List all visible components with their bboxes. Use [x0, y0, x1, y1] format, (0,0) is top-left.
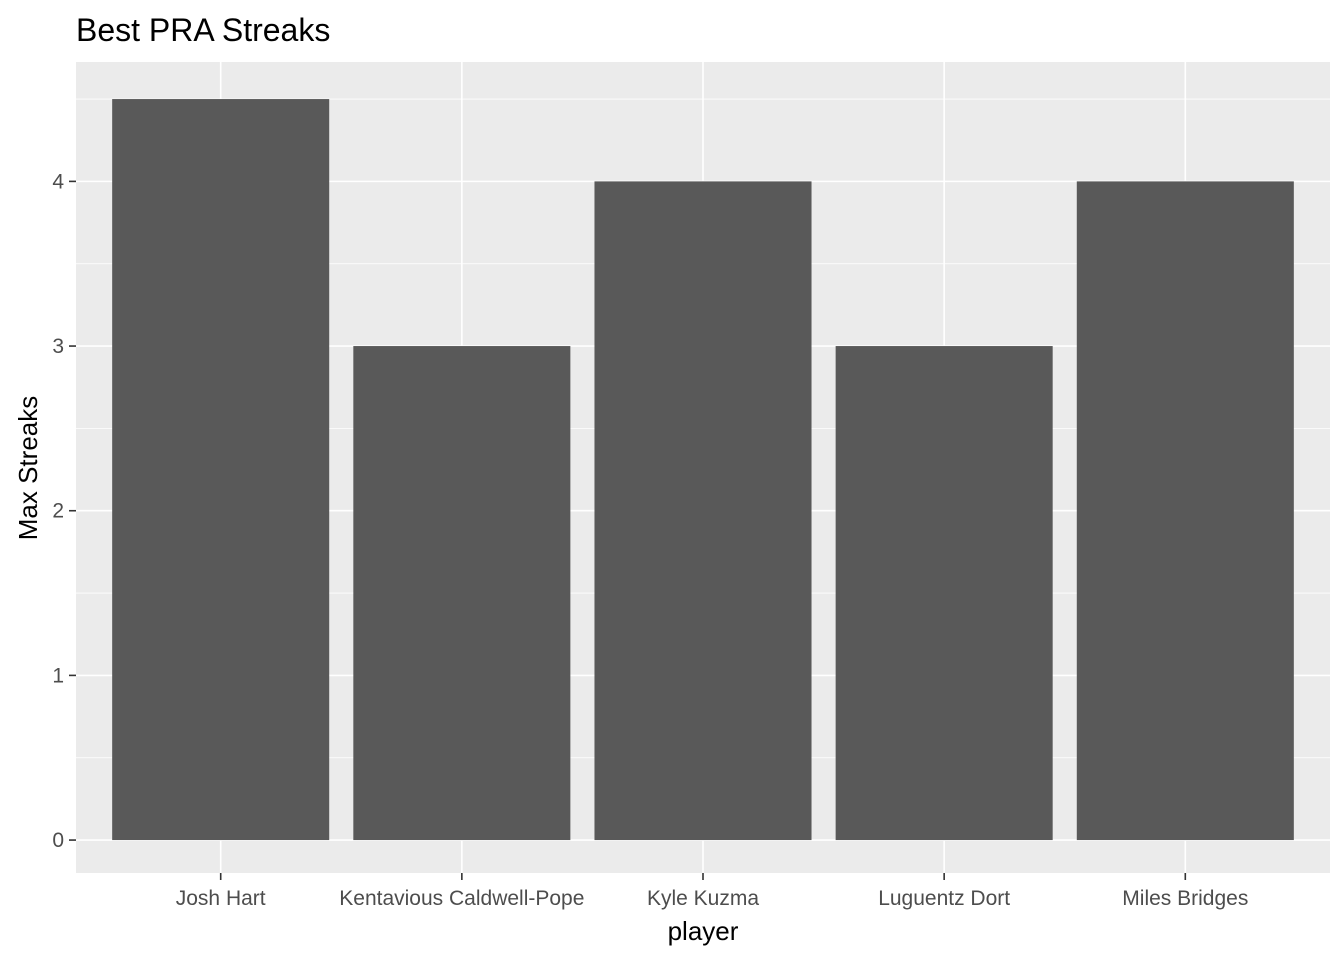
- y-axis-title: Max Streaks: [13, 396, 43, 541]
- y-axis: 0 1 2 3 4: [52, 170, 76, 852]
- x-axis: Josh Hart Kentavious Caldwell-Pope Kyle Ku…: [176, 873, 1248, 910]
- y-tick-label: 4: [52, 170, 64, 193]
- x-tick-label: Kentavious Caldwell-Pope: [339, 887, 584, 910]
- bar: [112, 99, 330, 841]
- bar: [835, 346, 1053, 841]
- x-tick-label: Josh Hart: [176, 887, 266, 910]
- x-tick-label: Miles Bridges: [1122, 887, 1248, 910]
- bars: [112, 99, 1294, 841]
- y-tick-label: 1: [52, 664, 64, 687]
- bar: [594, 181, 812, 841]
- bar: [353, 346, 571, 841]
- x-tick-label: Kyle Kuzma: [647, 887, 759, 910]
- x-axis-title: player: [668, 916, 739, 946]
- chart-title: Best PRA Streaks: [76, 12, 330, 48]
- y-tick-label: 2: [52, 500, 64, 523]
- bar: [1076, 181, 1294, 841]
- x-tick-label: Luguentz Dort: [878, 887, 1010, 910]
- y-tick-label: 3: [52, 335, 64, 358]
- y-tick-label: 0: [52, 829, 64, 852]
